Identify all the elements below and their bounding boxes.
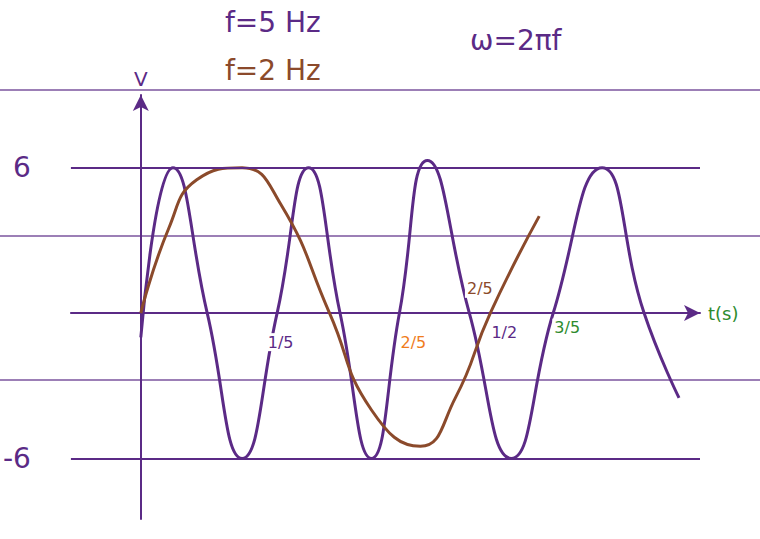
svg-text:V: V (134, 67, 148, 91)
svg-text:6: 6 (13, 151, 31, 184)
svg-text:f=5 Hz: f=5 Hz (225, 6, 321, 39)
svg-text:-6: -6 (3, 442, 31, 475)
svg-text:3/5: 3/5 (554, 318, 580, 337)
svg-text:1/2: 1/2 (491, 323, 517, 342)
svg-text:2/5: 2/5 (467, 279, 493, 298)
svg-text:t(s): t(s) (708, 303, 738, 324)
svg-text:f=2 Hz: f=2 Hz (225, 54, 321, 87)
svg-text:ω=2πf: ω=2πf (470, 24, 563, 57)
svg-text:1/5: 1/5 (268, 333, 294, 352)
svg-text:2/5: 2/5 (401, 333, 427, 352)
